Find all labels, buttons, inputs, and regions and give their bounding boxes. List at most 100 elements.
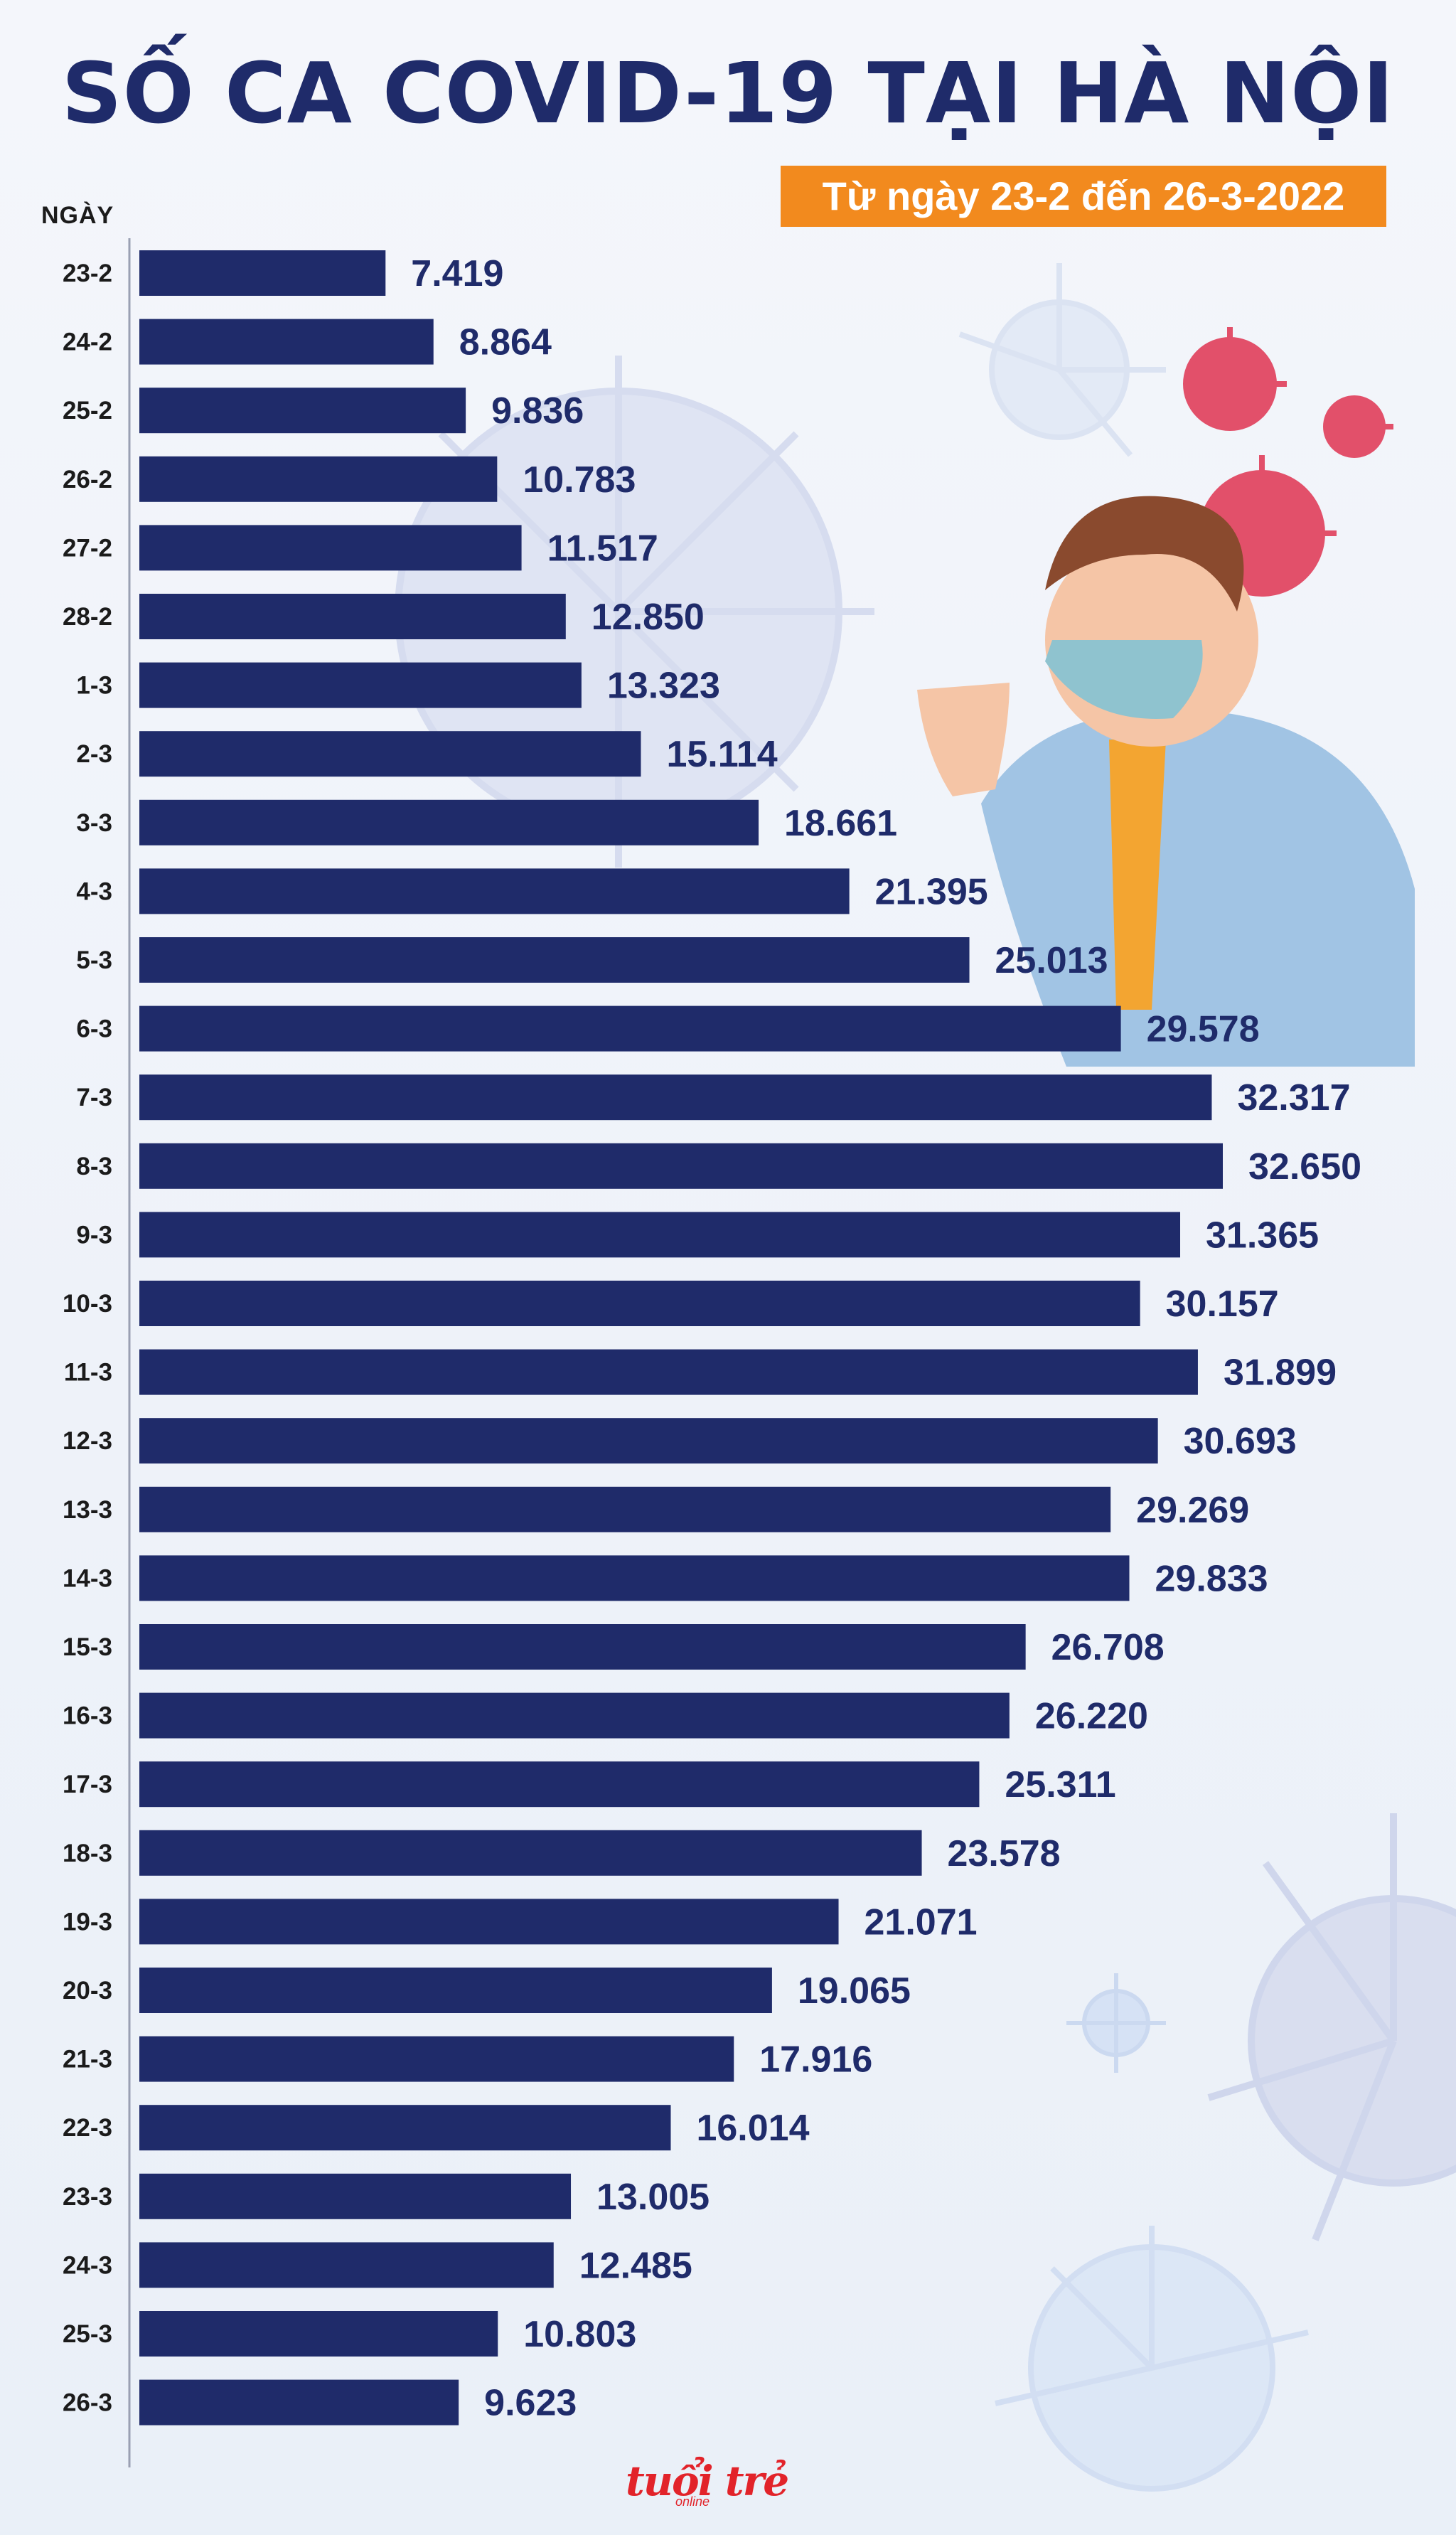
category-label: 1-3 — [76, 672, 112, 700]
value-label: 9.623 — [484, 2383, 577, 2424]
value-label: 29.578 — [1147, 1009, 1260, 1050]
value-label: 26.220 — [1035, 1696, 1148, 1737]
bar-18-3 — [139, 1830, 922, 1876]
value-label: 13.323 — [607, 666, 720, 707]
value-label: 32.317 — [1237, 1077, 1350, 1119]
bar-9-3 — [139, 1212, 1181, 1258]
virus-icon — [958, 263, 1166, 457]
value-label: 10.803 — [523, 2314, 636, 2355]
virus-icon — [1207, 1813, 1456, 2241]
bar-6-3 — [139, 1005, 1121, 1052]
value-label: 13.005 — [596, 2177, 710, 2218]
bar-13-3 — [139, 1486, 1111, 1532]
value-label: 19.065 — [798, 1970, 911, 2012]
value-label: 23.578 — [948, 1833, 1061, 1874]
category-label: 2-3 — [76, 740, 112, 768]
category-label: 21-3 — [63, 2046, 112, 2074]
bar-28-2 — [139, 594, 566, 639]
bar-7-3 — [139, 1074, 1212, 1121]
bar-22-3 — [139, 2105, 671, 2151]
bar-14-3 — [139, 1555, 1130, 1601]
value-label: 31.365 — [1206, 1215, 1319, 1256]
value-label: 12.850 — [592, 597, 705, 638]
bar-series: 23-2 7.419 24-2 8.864 25-2 9.836 26-2 10.783 27-… — [63, 250, 1361, 2425]
value-label: 29.833 — [1155, 1558, 1268, 1599]
bar-23-2 — [139, 250, 386, 296]
category-label: 9-3 — [76, 1221, 112, 1249]
bar-10-3 — [139, 1281, 1140, 1326]
bar-15-3 — [139, 1624, 1026, 1670]
virus-icon — [995, 2226, 1309, 2492]
bar-8-3 — [139, 1143, 1223, 1189]
category-label: 23-3 — [63, 2183, 112, 2211]
value-label: 15.114 — [666, 734, 777, 775]
value-label: 32.650 — [1248, 1146, 1361, 1188]
category-label: 8-3 — [76, 1153, 112, 1180]
bar-16-3 — [139, 1692, 1010, 1739]
bar-25-2 — [139, 388, 466, 434]
bar-17-3 — [139, 1761, 980, 1808]
date-range-badge: Từ ngày 23-2 đến 26-3-2022 — [781, 166, 1386, 227]
value-label: 17.916 — [759, 2039, 872, 2081]
bar-25-3 — [139, 2311, 498, 2357]
value-label: 21.071 — [864, 1901, 978, 1943]
category-label: 23-2 — [63, 260, 112, 287]
category-label: 12-3 — [63, 1427, 112, 1455]
value-label: 12.485 — [579, 2245, 692, 2286]
category-label: 10-3 — [63, 1290, 112, 1318]
value-label: 18.661 — [784, 803, 897, 844]
brand-logo: tuổi trẻ — [626, 2457, 789, 2505]
category-label: 17-3 — [63, 1771, 112, 1798]
category-label: 11-3 — [64, 1359, 112, 1387]
bar-27-2 — [139, 525, 522, 571]
category-label: 28-2 — [63, 603, 112, 631]
category-label: 26-3 — [63, 2389, 112, 2417]
category-label: 25-2 — [63, 397, 112, 425]
category-label: 6-3 — [76, 1015, 112, 1043]
value-label: 25.311 — [1005, 1764, 1115, 1805]
bar-20-3 — [139, 1968, 772, 2013]
value-label: 29.269 — [1136, 1490, 1249, 1531]
virus-icon — [1066, 1973, 1166, 2073]
category-label: 26-2 — [63, 466, 112, 493]
bar-19-3 — [139, 1899, 839, 1945]
value-label: 11.517 — [547, 528, 658, 569]
bar-1-3 — [139, 662, 582, 708]
category-label: 15-3 — [63, 1633, 112, 1661]
category-label: 24-2 — [63, 329, 112, 356]
bar-21-3 — [139, 2036, 734, 2082]
category-label: 18-3 — [63, 1840, 112, 1867]
category-label: 4-3 — [76, 877, 112, 905]
category-label: 14-3 — [63, 1564, 112, 1592]
category-label: 16-3 — [63, 1702, 112, 1730]
virus-icon — [395, 356, 874, 868]
category-label: 24-3 — [63, 2251, 112, 2279]
category-label: 19-3 — [63, 1908, 112, 1936]
page-title: SỐ CA COVID-19 TẠI HÀ NỘI — [61, 44, 1395, 142]
bar-12-3 — [139, 1418, 1158, 1464]
value-label: 30.157 — [1166, 1283, 1279, 1325]
value-label: 9.836 — [491, 390, 584, 432]
category-label: 3-3 — [76, 809, 112, 837]
value-label: 21.395 — [875, 871, 988, 912]
bar-26-3 — [139, 2379, 459, 2425]
category-label: 27-2 — [63, 534, 112, 562]
bar-26-2 — [139, 456, 498, 502]
category-label: 7-3 — [76, 1084, 112, 1111]
bar-24-2 — [139, 319, 434, 365]
sick-man-illustration — [917, 496, 1415, 1067]
value-label: 10.783 — [523, 459, 636, 501]
value-label: 25.013 — [995, 940, 1108, 981]
value-label: 26.708 — [1051, 1627, 1165, 1668]
value-label: 31.899 — [1224, 1352, 1337, 1394]
category-label: 20-3 — [63, 1977, 112, 2005]
bar-5-3 — [139, 937, 970, 983]
brand-logo-sub: online — [675, 2494, 710, 2509]
bar-4-3 — [139, 868, 850, 914]
category-label: 5-3 — [76, 946, 112, 974]
bar-24-3 — [139, 2242, 554, 2288]
bar-11-3 — [139, 1349, 1198, 1395]
category-label: 22-3 — [63, 2114, 112, 2142]
